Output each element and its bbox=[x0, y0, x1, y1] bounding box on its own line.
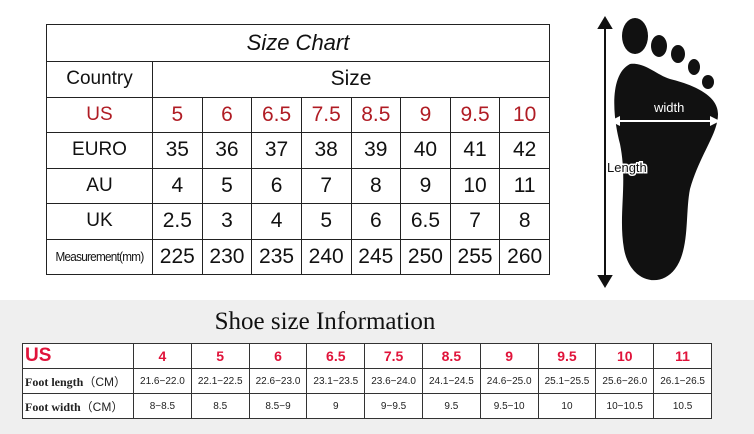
us-sizes-cell: 8.5 bbox=[421, 343, 481, 369]
foot-width-cell: 8.5 bbox=[190, 393, 250, 419]
us-sizes-cell: 6.5 bbox=[306, 343, 366, 369]
row-label: US bbox=[46, 96, 153, 133]
size-cell: 8 bbox=[350, 167, 402, 204]
foot-width-cell: 9.5−10 bbox=[479, 393, 539, 419]
size-row: US 5 6 6.5 7.5 8.5 9 9.5 10 bbox=[46, 96, 550, 133]
size-cell: 6.5 bbox=[400, 203, 451, 240]
size-row: Measurement(mm) 225 230 235 240 245 250 255 260 bbox=[46, 238, 550, 275]
us-sizes-cell: 10 bbox=[595, 343, 655, 369]
foot-length-cell: 21.6−22.0 bbox=[133, 368, 192, 394]
foot-length-cell: 23.1−23.5 bbox=[306, 368, 366, 394]
size-cell: 8 bbox=[499, 203, 550, 240]
us-sizes-cell: 5 bbox=[190, 343, 250, 369]
measurement-label: Measurement(mm) bbox=[55, 249, 144, 265]
us-sizes-cell: 11 bbox=[653, 343, 712, 369]
row-label: UK bbox=[46, 203, 153, 240]
foot-length-label: Foot length（CM） bbox=[22, 368, 134, 394]
size-cell: 9.5 bbox=[449, 96, 501, 133]
country-header: Country bbox=[46, 61, 153, 98]
size-cell: 42 bbox=[499, 132, 550, 169]
size-header: Size bbox=[152, 61, 550, 98]
size-cell: 7 bbox=[449, 203, 501, 240]
size-cell: 225 bbox=[152, 238, 203, 275]
size-chart-title: Size Chart bbox=[46, 24, 550, 62]
foot-length-cell: 23.6−24.0 bbox=[364, 368, 423, 394]
size-cell: 2.5 bbox=[152, 203, 203, 240]
size-cell: 35 bbox=[152, 132, 203, 169]
size-cell: 6.5 bbox=[251, 96, 302, 133]
size-chart-table: Size Chart Country Size US 5 6 6.5 7.5 8.5 9 9.5… bbox=[46, 24, 550, 275]
foot-silhouette-icon bbox=[614, 18, 718, 281]
size-cell: 250 bbox=[400, 238, 451, 275]
size-cell: 255 bbox=[449, 238, 501, 275]
foot-diagram: width Length bbox=[597, 16, 720, 288]
shoe-info-table: US 4 5 6 6.5 7.5 8.5 9 9.5 10 11 Foot length（CM） 21… bbox=[22, 343, 712, 419]
us-sizes-cell: 9.5 bbox=[537, 343, 597, 369]
size-cell: 4 bbox=[152, 167, 203, 204]
size-cell: 240 bbox=[300, 238, 352, 275]
row-label: AU bbox=[46, 167, 153, 204]
size-row: EURO 35 36 37 38 39 40 41 42 bbox=[46, 132, 550, 169]
us-sizes-cell: 7.5 bbox=[364, 343, 423, 369]
size-cell: 37 bbox=[251, 132, 302, 169]
us-label: US bbox=[22, 343, 134, 369]
size-cell: 9 bbox=[400, 96, 451, 133]
size-cell: 5 bbox=[300, 203, 352, 240]
foot-width-cell: 9.5 bbox=[421, 393, 481, 419]
size-cell: 5 bbox=[201, 167, 253, 204]
size-cell: 8.5 bbox=[350, 96, 402, 133]
size-cell: 41 bbox=[449, 132, 501, 169]
size-cell: 9 bbox=[400, 167, 451, 204]
size-cell: 245 bbox=[350, 238, 402, 275]
size-row: AU 4 5 6 7 8 9 10 11 bbox=[46, 167, 550, 204]
foot-length-cell: 22.1−22.5 bbox=[190, 368, 250, 394]
foot-length-cell: 22.6−23.0 bbox=[248, 368, 308, 394]
us-sizes-cell: 4 bbox=[133, 343, 192, 369]
size-cell: 235 bbox=[251, 238, 302, 275]
size-cell: 230 bbox=[201, 238, 253, 275]
size-cell: 36 bbox=[201, 132, 253, 169]
foot-length-cell: 26.1−26.5 bbox=[653, 368, 712, 394]
foot-width-cell: 8.5−9 bbox=[248, 393, 308, 419]
size-cell: 6 bbox=[201, 96, 253, 133]
row-label: Measurement(mm) bbox=[46, 238, 153, 275]
size-cell: 3 bbox=[201, 203, 253, 240]
foot-width-cell: 9−9.5 bbox=[364, 393, 423, 419]
foot-width-label: Foot width（CM） bbox=[22, 393, 134, 419]
size-row: UK 2.5 3 4 5 6 6.5 7 8 bbox=[46, 203, 550, 240]
foot-width-cell: 8−8.5 bbox=[133, 393, 192, 419]
size-cell: 10 bbox=[499, 96, 550, 133]
foot-length-cell: 24.1−24.5 bbox=[421, 368, 481, 394]
foot-width-cell: 10.5 bbox=[653, 393, 712, 419]
foot-length-cell: 25.1−25.5 bbox=[537, 368, 597, 394]
size-cell: 40 bbox=[400, 132, 451, 169]
width-label: width bbox=[653, 100, 684, 115]
length-label: Length bbox=[607, 160, 647, 175]
size-cell: 7.5 bbox=[300, 96, 352, 133]
info-title: Shoe size Information bbox=[214, 308, 436, 335]
size-cell: 4 bbox=[251, 203, 302, 240]
size-cell: 38 bbox=[300, 132, 352, 169]
foot-length-cell: 24.6−25.0 bbox=[479, 368, 539, 394]
foot-length-cell: 25.6−26.0 bbox=[595, 368, 655, 394]
foot-width-cell: 10−10.5 bbox=[595, 393, 655, 419]
us-sizes-cell: 6 bbox=[248, 343, 308, 369]
foot-width-cell: 9 bbox=[306, 393, 366, 419]
foot-width-cell: 10 bbox=[537, 393, 597, 419]
size-cell: 6 bbox=[350, 203, 402, 240]
size-cell: 10 bbox=[449, 167, 501, 204]
size-cell: 11 bbox=[499, 167, 550, 204]
size-cell: 5 bbox=[152, 96, 203, 133]
size-cell: 7 bbox=[300, 167, 352, 204]
size-cell: 6 bbox=[251, 167, 302, 204]
row-label: EURO bbox=[46, 132, 153, 169]
us-sizes-cell: 9 bbox=[479, 343, 539, 369]
size-cell: 39 bbox=[350, 132, 402, 169]
size-cell: 260 bbox=[499, 238, 550, 275]
